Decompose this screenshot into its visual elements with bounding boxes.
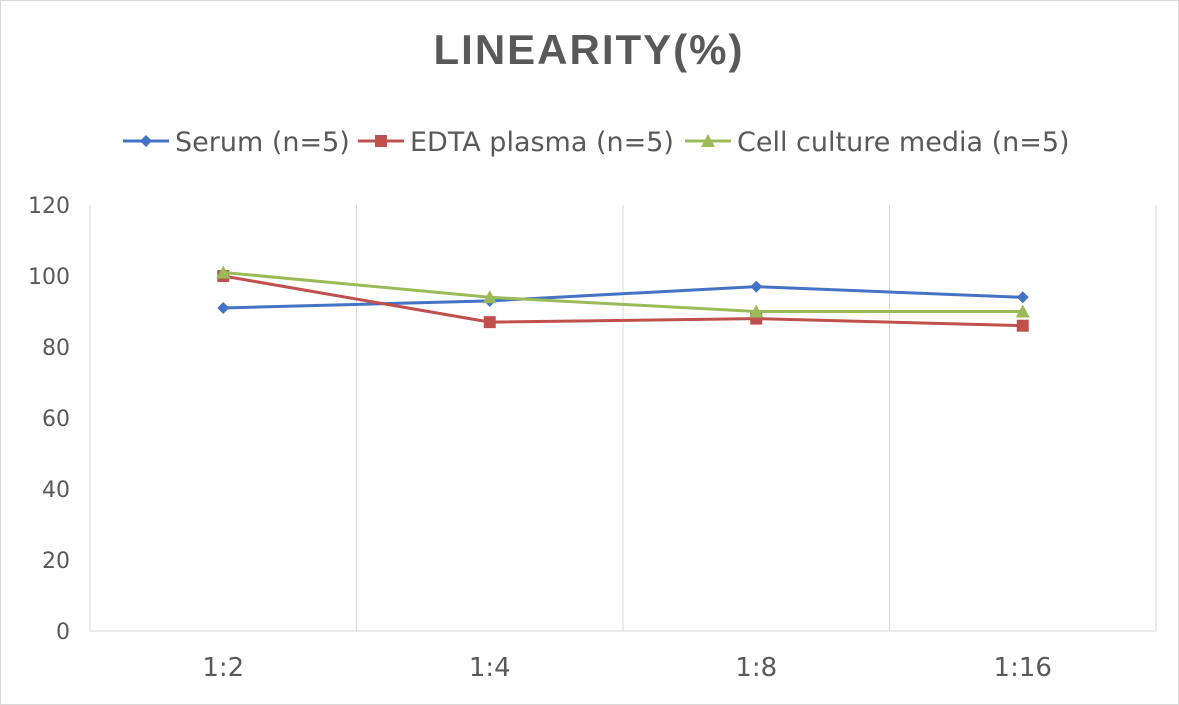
data-point xyxy=(750,280,763,293)
legend-swatch-marker xyxy=(140,135,152,147)
x-tick-label: 1:8 xyxy=(735,653,777,683)
y-axis-ticks: 0 20 40 60 80 100 120 xyxy=(28,194,70,645)
chart-title: LINEARITY(%) xyxy=(434,26,745,73)
legend-label: Cell culture media (n=5) xyxy=(737,127,1070,158)
x-tick-label: 1:4 xyxy=(469,653,511,683)
y-tick-label: 20 xyxy=(42,549,70,574)
x-tick-label: 1:16 xyxy=(994,653,1052,683)
legend-label: EDTA plasma (n=5) xyxy=(410,127,674,158)
y-tick-label: 60 xyxy=(42,407,70,432)
x-axis-ticks: 1:2 1:4 1:8 1:16 xyxy=(202,653,1052,683)
gridlines xyxy=(89,205,1157,631)
legend-swatch-marker xyxy=(375,135,387,147)
series xyxy=(216,265,1030,318)
series-line xyxy=(223,270,1023,313)
data-point xyxy=(217,301,230,314)
x-tick-label: 1:2 xyxy=(202,653,244,683)
legend-swatch-marker xyxy=(701,134,715,147)
series-group xyxy=(216,265,1030,332)
data-point xyxy=(482,290,497,304)
legend-item: Cell culture media (n=5) xyxy=(685,127,1070,158)
legend: Serum (n=5) EDTA plasma (n=5) Cell culture… xyxy=(123,127,1070,158)
y-tick-label: 120 xyxy=(28,194,70,219)
series-line xyxy=(222,274,1023,328)
data-point xyxy=(1016,291,1029,304)
data-point xyxy=(749,304,764,318)
legend-item: EDTA plasma (n=5) xyxy=(358,127,674,158)
data-point xyxy=(1016,319,1029,332)
series-line xyxy=(223,285,1023,310)
y-tick-label: 0 xyxy=(56,620,70,645)
legend-item: Serum (n=5) xyxy=(123,127,350,158)
legend-label: Serum (n=5) xyxy=(175,127,350,158)
data-point xyxy=(1015,304,1030,318)
y-tick-label: 80 xyxy=(42,336,70,361)
data-point xyxy=(483,316,496,329)
y-tick-label: 40 xyxy=(42,478,70,503)
data-point xyxy=(216,265,231,279)
y-tick-label: 100 xyxy=(28,265,70,290)
